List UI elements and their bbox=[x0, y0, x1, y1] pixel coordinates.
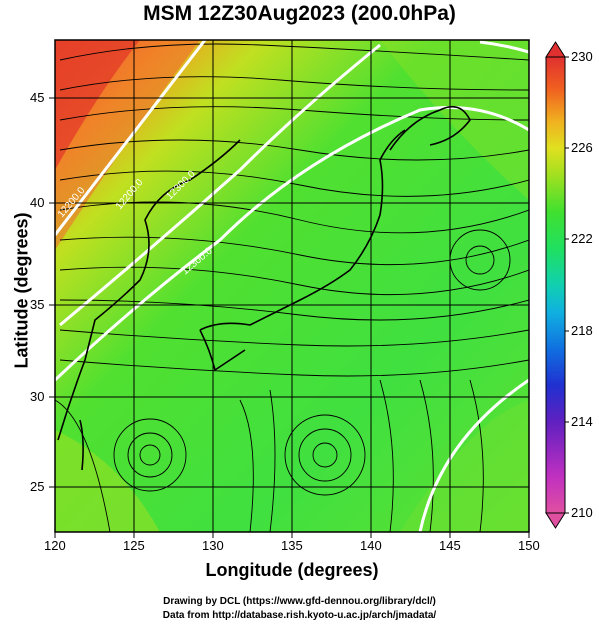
contour-lines bbox=[55, 40, 529, 532]
y-tick-label: 40 bbox=[30, 195, 45, 210]
x-axis-label: Longitude (degrees) bbox=[205, 560, 379, 580]
x-tick-label: 140 bbox=[360, 538, 382, 553]
map-title: MSM 12Z30Aug2023 (200.0hPa) bbox=[143, 2, 456, 25]
axis-ticks bbox=[49, 97, 530, 538]
colorbar-tick-label: 226 bbox=[571, 140, 593, 155]
y-tick-label: 45 bbox=[30, 90, 45, 105]
colorbar-bottom-arrow bbox=[545, 512, 566, 529]
x-tick-label: 135 bbox=[281, 538, 303, 553]
x-tick-label: 145 bbox=[439, 538, 461, 553]
colorbar-top-arrow bbox=[545, 41, 566, 58]
x-tick-label: 150 bbox=[518, 538, 540, 553]
colorbar-tick-label: 230 bbox=[571, 49, 593, 64]
colorbar-tick-label: 222 bbox=[571, 231, 593, 246]
colorbar bbox=[545, 41, 569, 529]
y-tick-label: 35 bbox=[30, 297, 45, 312]
x-tick-label: 130 bbox=[202, 538, 224, 553]
x-tick-label: 120 bbox=[44, 538, 66, 553]
drawing-credit: Drawing by DCL (https://www.gfd-dennou.o… bbox=[163, 596, 436, 607]
colorbar-tick-label: 218 bbox=[571, 323, 593, 338]
y-tick-label: 30 bbox=[30, 389, 45, 404]
latlon-grid bbox=[55, 40, 529, 532]
x-tick-label: 125 bbox=[123, 538, 145, 553]
colorbar-tick-label: 214 bbox=[571, 414, 593, 429]
colorbar-tick-label: 210 bbox=[571, 505, 593, 520]
data-credit: Data from http://database.rish.kyoto-u.a… bbox=[162, 610, 437, 621]
y-tick-label: 25 bbox=[30, 479, 45, 494]
streamlines bbox=[55, 43, 529, 532]
coastlines bbox=[57, 105, 471, 471]
y-axis-label: Latitude (degrees) bbox=[11, 212, 32, 369]
